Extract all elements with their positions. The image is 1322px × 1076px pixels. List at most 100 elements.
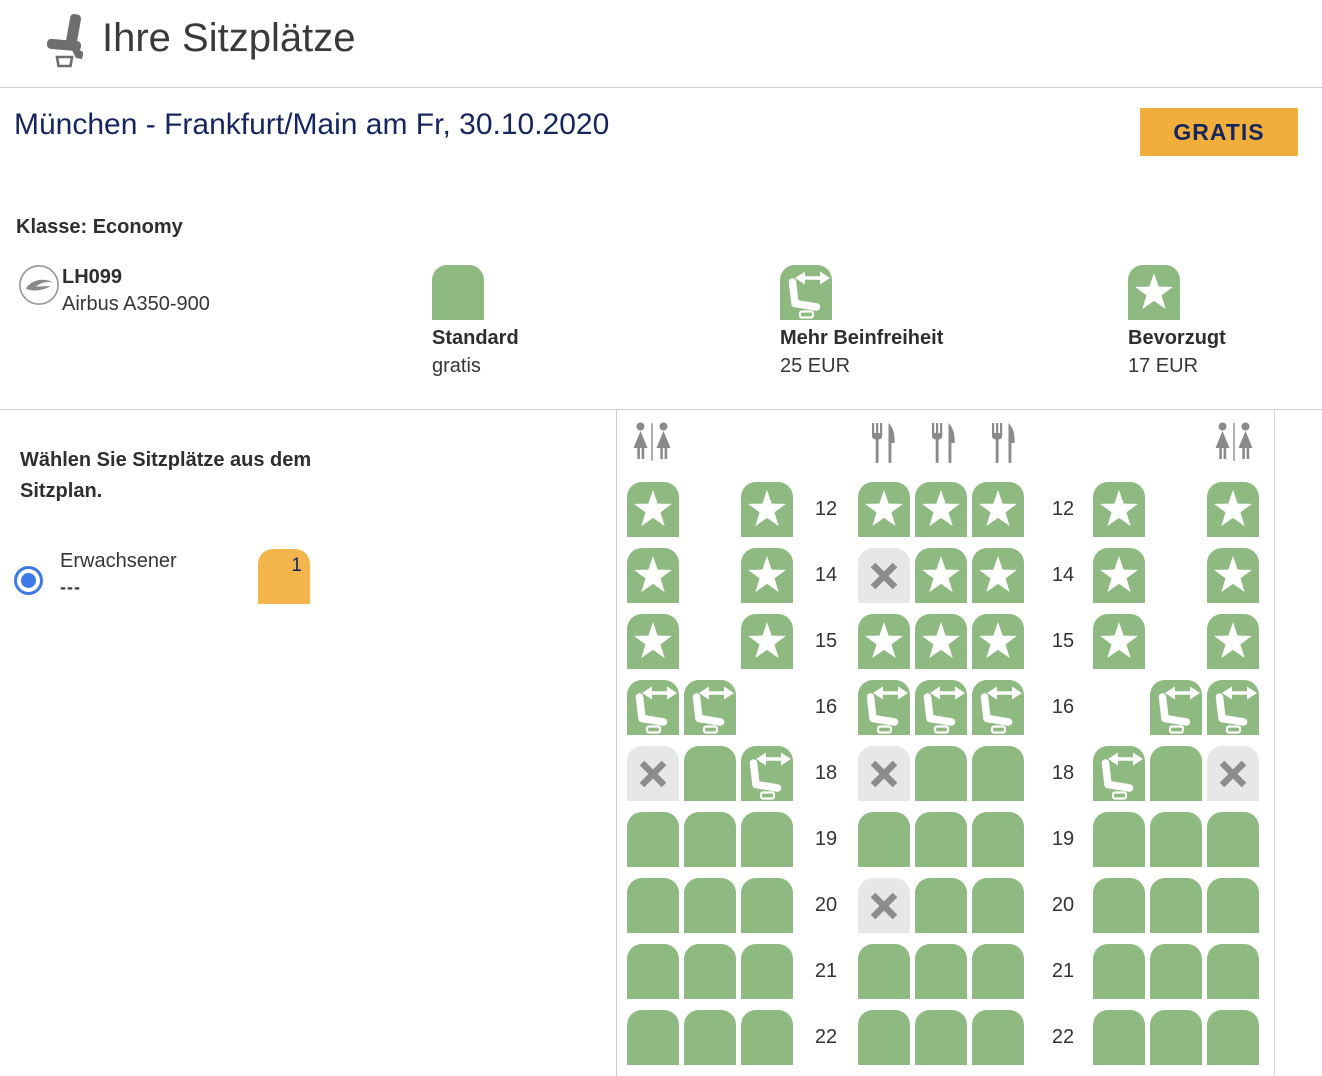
- legend-price: gratis: [432, 355, 481, 377]
- seat-standard[interactable]: [858, 1010, 910, 1065]
- legend-price: 17 EUR: [1128, 355, 1199, 377]
- seat-star[interactable]: [915, 548, 967, 603]
- seat-standard[interactable]: [1093, 812, 1145, 867]
- row-label: 12: [1051, 498, 1075, 520]
- seat-legroom[interactable]: [915, 680, 967, 735]
- seat-standard[interactable]: [915, 878, 967, 933]
- seat-legroom[interactable]: [1093, 746, 1145, 801]
- seat-standard[interactable]: [972, 812, 1024, 867]
- seat-star[interactable]: [627, 548, 679, 603]
- row-label: 18: [814, 762, 838, 784]
- seat-standard[interactable]: [915, 812, 967, 867]
- seat-standard[interactable]: [684, 812, 736, 867]
- seat-standard[interactable]: [741, 812, 793, 867]
- cabin-class-label: Klasse: Economy: [16, 216, 183, 238]
- seat-standard[interactable]: [684, 1010, 736, 1065]
- seat-standard[interactable]: [1207, 1010, 1259, 1065]
- passenger-radio[interactable]: [14, 566, 43, 595]
- seat-standard[interactable]: [627, 1010, 679, 1065]
- seat-standard[interactable]: [858, 944, 910, 999]
- seat-standard[interactable]: [684, 746, 736, 801]
- seat-legroom[interactable]: [741, 746, 793, 801]
- seat-standard[interactable]: [1207, 944, 1259, 999]
- seat-star[interactable]: [1207, 548, 1259, 603]
- seat-legroom[interactable]: [972, 680, 1024, 735]
- page-title: Ihre Sitzplätze: [102, 16, 356, 60]
- passenger-panel: Wählen Sie Sitzplätze aus dem Sitzplan. …: [0, 409, 617, 1076]
- seat-standard[interactable]: [627, 944, 679, 999]
- seat-standard[interactable]: [915, 746, 967, 801]
- seatmap-section: Wählen Sie Sitzplätze aus dem Sitzplan. …: [0, 409, 1322, 1076]
- seat-standard[interactable]: [741, 944, 793, 999]
- seat-star[interactable]: [915, 614, 967, 669]
- galley-icon: [867, 421, 897, 470]
- galley-icon: [927, 421, 957, 470]
- seat-star[interactable]: [1207, 614, 1259, 669]
- seat-standard[interactable]: [1093, 878, 1145, 933]
- seat-standard[interactable]: [972, 878, 1024, 933]
- seat-standard[interactable]: [741, 878, 793, 933]
- seat-star[interactable]: [741, 482, 793, 537]
- legend-label: Standard: [432, 327, 519, 349]
- seat-standard[interactable]: [1207, 812, 1259, 867]
- seat-star[interactable]: [741, 548, 793, 603]
- seat-star[interactable]: [915, 482, 967, 537]
- seat-legroom[interactable]: [858, 680, 910, 735]
- seat-standard[interactable]: [1150, 944, 1202, 999]
- seat-star[interactable]: [858, 614, 910, 669]
- widget-header: Ihre Sitzplätze: [0, 0, 1322, 88]
- standard-seat-icon: [432, 265, 484, 320]
- seat-standard[interactable]: [741, 1010, 793, 1065]
- seat-star[interactable]: [1093, 482, 1145, 537]
- row-label: 15: [814, 630, 838, 652]
- seat-standard[interactable]: [972, 944, 1024, 999]
- seat-legroom[interactable]: [627, 680, 679, 735]
- seat-legroom[interactable]: [1150, 680, 1202, 735]
- legend-label: Mehr Beinfreiheit: [780, 327, 944, 349]
- legend-item-legroom: Mehr Beinfreiheit 25 EUR: [780, 265, 943, 378]
- row-label: 18: [1051, 762, 1075, 784]
- seat-legroom[interactable]: [684, 680, 736, 735]
- legend-label: Bevorzugt: [1128, 327, 1226, 349]
- seat-standard[interactable]: [1150, 812, 1202, 867]
- lufthansa-logo-icon: [18, 264, 60, 311]
- seat-standard[interactable]: [627, 812, 679, 867]
- passenger-count: 1: [291, 555, 302, 576]
- seat-standard[interactable]: [1093, 944, 1145, 999]
- seat-star[interactable]: [1093, 614, 1145, 669]
- seat-standard[interactable]: [915, 944, 967, 999]
- seat-occupied: [1207, 746, 1259, 801]
- toilet-icon: [629, 421, 675, 470]
- seat-standard[interactable]: [1150, 1010, 1202, 1065]
- legend-item-standard: Standard gratis: [432, 265, 519, 378]
- passenger-seat-indicator: 1: [258, 549, 310, 604]
- instruction-text: Wählen Sie Sitzplätze aus dem Sitzplan.: [20, 449, 312, 502]
- seat-standard[interactable]: [1150, 746, 1202, 801]
- seat-standard[interactable]: [1093, 1010, 1145, 1065]
- seat-standard[interactable]: [972, 1010, 1024, 1065]
- seat-standard[interactable]: [684, 944, 736, 999]
- seat-standard[interactable]: [858, 812, 910, 867]
- toilet-icon: [1211, 421, 1257, 470]
- seat-standard[interactable]: [684, 878, 736, 933]
- seat-star[interactable]: [972, 614, 1024, 669]
- seat-selection-widget: Ihre Sitzplätze München - Frankfurt/Main…: [0, 0, 1322, 410]
- seat-standard[interactable]: [972, 746, 1024, 801]
- seat-standard[interactable]: [915, 1010, 967, 1065]
- seat-star[interactable]: [972, 482, 1024, 537]
- row-label: 20: [814, 894, 838, 916]
- seat-standard[interactable]: [627, 878, 679, 933]
- seat-star[interactable]: [741, 614, 793, 669]
- seat-star[interactable]: [1093, 548, 1145, 603]
- seat-star[interactable]: [972, 548, 1024, 603]
- seat-star[interactable]: [627, 482, 679, 537]
- seat-occupied: [627, 746, 679, 801]
- seat-star[interactable]: [1207, 482, 1259, 537]
- seat-legroom[interactable]: [1207, 680, 1259, 735]
- galley-icon: [987, 421, 1017, 470]
- seat-star[interactable]: [858, 482, 910, 537]
- seat-standard[interactable]: [1150, 878, 1202, 933]
- seat-star[interactable]: [627, 614, 679, 669]
- row-label: 21: [814, 960, 838, 982]
- seat-standard[interactable]: [1207, 878, 1259, 933]
